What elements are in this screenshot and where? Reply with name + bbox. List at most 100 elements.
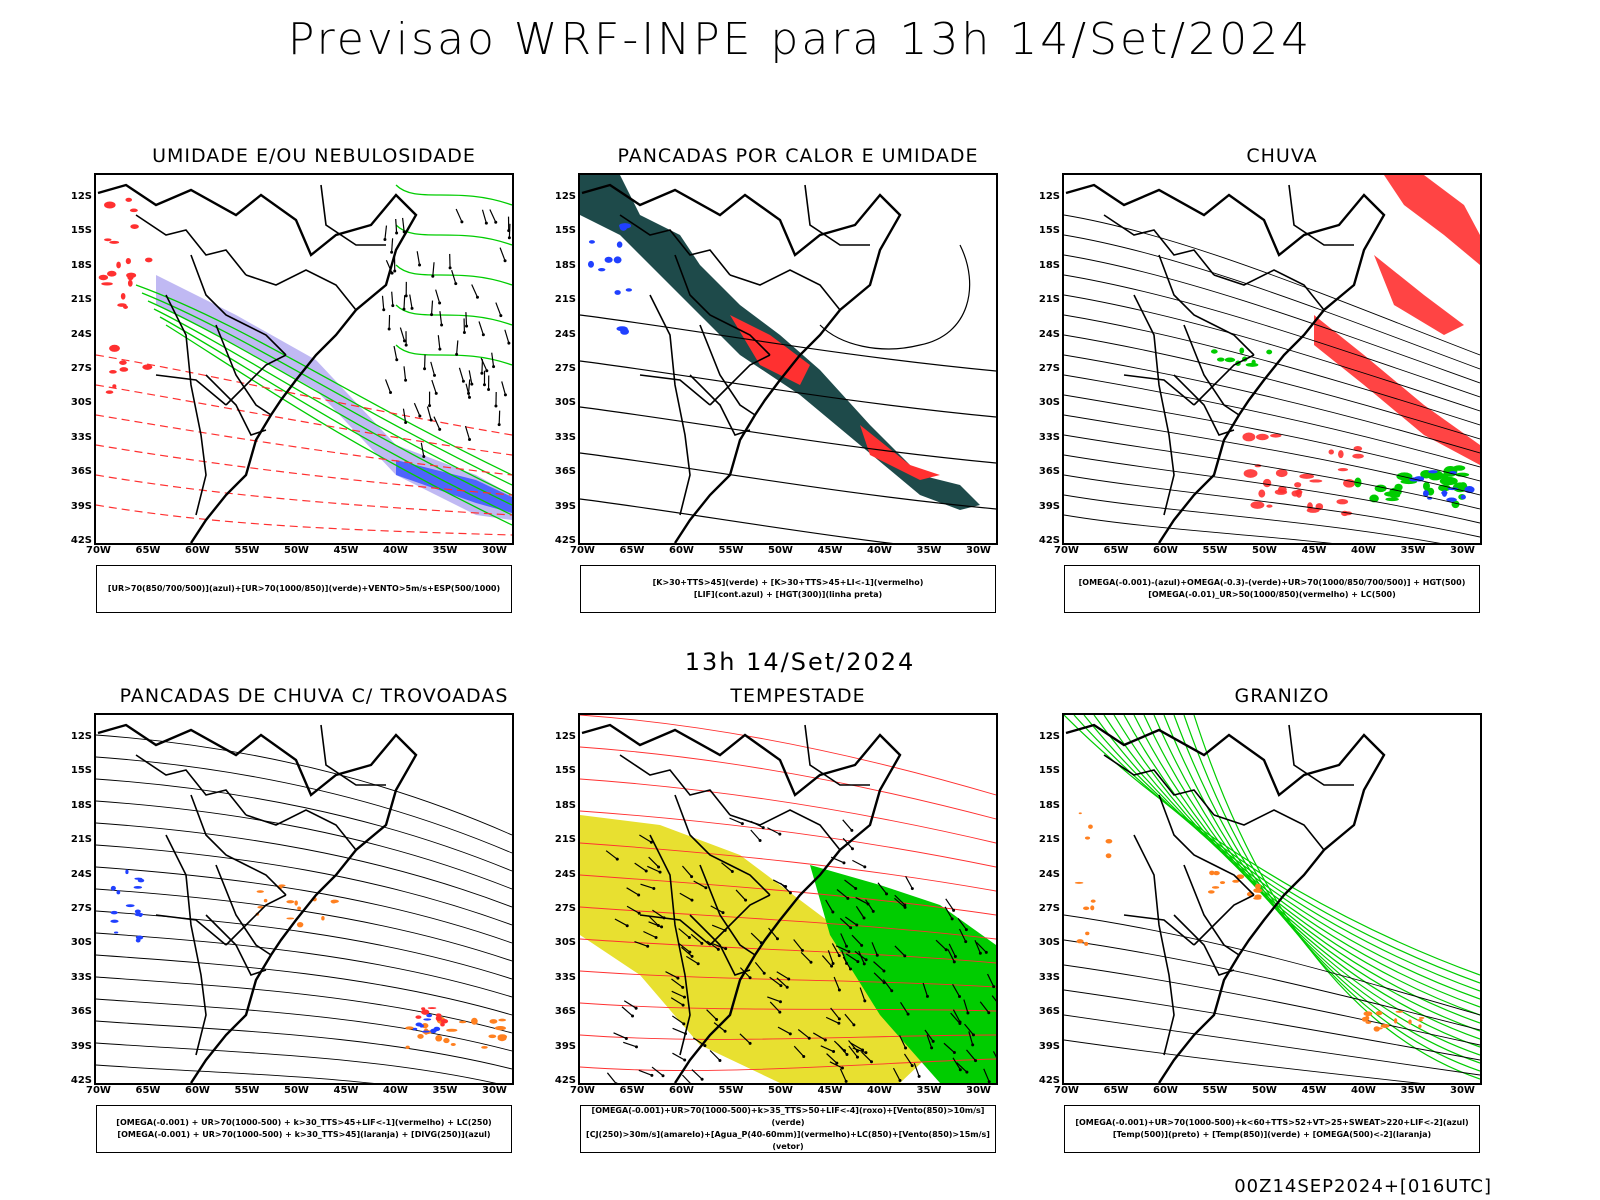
data-blob (481, 1045, 488, 1049)
data-blob (135, 935, 144, 940)
border-line (689, 374, 751, 436)
legend-line-1: [OMEGA(-0.001)+UR>70(1000-500)+k>35_TTS>… (591, 1106, 985, 1127)
data-blob (127, 279, 133, 287)
wind-vector-head (971, 1043, 975, 1047)
data-blob (130, 224, 139, 229)
wind-vector (844, 879, 857, 889)
wind-vector (739, 1033, 751, 1044)
lon-tick-label: 40W (1351, 545, 1376, 556)
map-svg (580, 715, 996, 1083)
lat-tick-label: 42S (70, 535, 92, 546)
data-blob (1219, 881, 1226, 885)
lat-tick-label: 15S (554, 765, 576, 777)
wind-vector (403, 295, 406, 310)
panel-granizo: GRANIZO 12S 15S 18S 21S 24S 27S 30S 33S 36S 39S 42… (1039, 685, 1522, 1165)
data-blob (498, 1018, 507, 1022)
border-line (639, 374, 711, 406)
wind-vector (648, 921, 662, 928)
wind-vector-head (644, 869, 648, 873)
contour-line (153, 308, 512, 506)
lon-tick-label: 55W (234, 1085, 260, 1096)
wind-vector (837, 1043, 848, 1055)
wind-vector-head (387, 327, 391, 331)
wind-vector-head (863, 999, 867, 1003)
data-blob (1365, 1021, 1372, 1024)
wind-vector-head (787, 977, 791, 981)
border-line (1103, 214, 1215, 276)
contour-line (96, 444, 512, 496)
data-blob (1262, 478, 1272, 488)
data-blob (1258, 489, 1266, 498)
lat-tick-label: 33S (554, 971, 576, 983)
wind-vector-head (852, 1023, 856, 1027)
wind-vector-head (917, 1074, 921, 1078)
wind-vector (393, 345, 398, 360)
wind-vector-head (650, 1073, 654, 1077)
lon-tick-label: 65W (135, 545, 161, 556)
wind-vector (671, 978, 684, 988)
lon-tick-label: 40W (867, 1085, 892, 1096)
wind-vector (987, 973, 995, 987)
wind-vector-head (465, 324, 469, 328)
contour-line (1103, 715, 1480, 1008)
map-plot-area (578, 713, 998, 1085)
wind-vector (797, 1029, 810, 1039)
wind-vector (877, 882, 888, 895)
border-line (1183, 864, 1240, 956)
data-blob (1083, 906, 1090, 911)
wind-vector (711, 924, 726, 931)
wind-vector (983, 1068, 990, 1082)
lon-tick-label: 70W (570, 1085, 595, 1096)
border-line (165, 834, 207, 1056)
contour-line (1123, 715, 1480, 1024)
data-blob (105, 390, 114, 394)
contour-line (96, 734, 512, 836)
wind-vector (829, 1061, 843, 1069)
wind-vector (706, 1009, 718, 1020)
wind-vector-head (847, 950, 851, 954)
data-blob (616, 241, 623, 248)
contour-line (96, 976, 512, 1034)
wind-vector-head (890, 989, 894, 993)
contour-line (96, 384, 512, 456)
data-blob (1232, 879, 1240, 883)
wind-vector (605, 850, 618, 860)
border-line (1123, 914, 1195, 946)
data-blob (110, 910, 118, 915)
wind-vector (836, 889, 849, 899)
wind-vector (768, 927, 778, 940)
wind-vector-head (661, 1074, 665, 1078)
data-blob (1243, 469, 1258, 478)
coastline (581, 183, 902, 543)
lat-tick-label: 15S (70, 765, 92, 777)
wind-vector (478, 321, 484, 335)
data-blob (1452, 482, 1468, 493)
wind-vector-head (430, 313, 434, 317)
wind-vector-head (631, 1014, 635, 1018)
contour-line (1064, 1039, 1421, 1083)
lat-axis: 12S 15S 18S 21S 24S 27S 30S 33S 36S 39S 42S (62, 173, 92, 546)
contour-line (165, 324, 512, 526)
contour-line (580, 406, 996, 464)
wind-vector-head (925, 994, 929, 998)
mid-title: 13h 14/Set/2024 (684, 648, 916, 676)
lon-tick-label: 45W (817, 545, 843, 556)
lat-tick-label: 39S (554, 1040, 576, 1052)
legend-line-1: [OMEGA(-0.001) + UR>70(1000-500) + k>30_… (116, 1118, 492, 1127)
border-line (245, 269, 357, 311)
data-blob (1446, 497, 1457, 502)
data-blob (286, 900, 295, 904)
wind-vector (409, 294, 413, 309)
lon-tick-label: 60W (669, 1085, 694, 1096)
contour-line (395, 184, 512, 206)
main-title: Previsao WRF-INPE para 13h 14/Set/2024 (287, 14, 1313, 65)
lat-tick-label: 39S (70, 1040, 92, 1052)
wind-vector-head (507, 341, 511, 345)
data-blob (109, 370, 117, 374)
map-svg (580, 175, 996, 543)
wind-vector-head (855, 923, 859, 927)
shaded-region (1384, 175, 1480, 265)
data-blob (103, 238, 112, 242)
wind-vector (623, 1000, 637, 1009)
footer-timestamp: 00Z14SEP2024+[016UTC] (1234, 1176, 1492, 1197)
